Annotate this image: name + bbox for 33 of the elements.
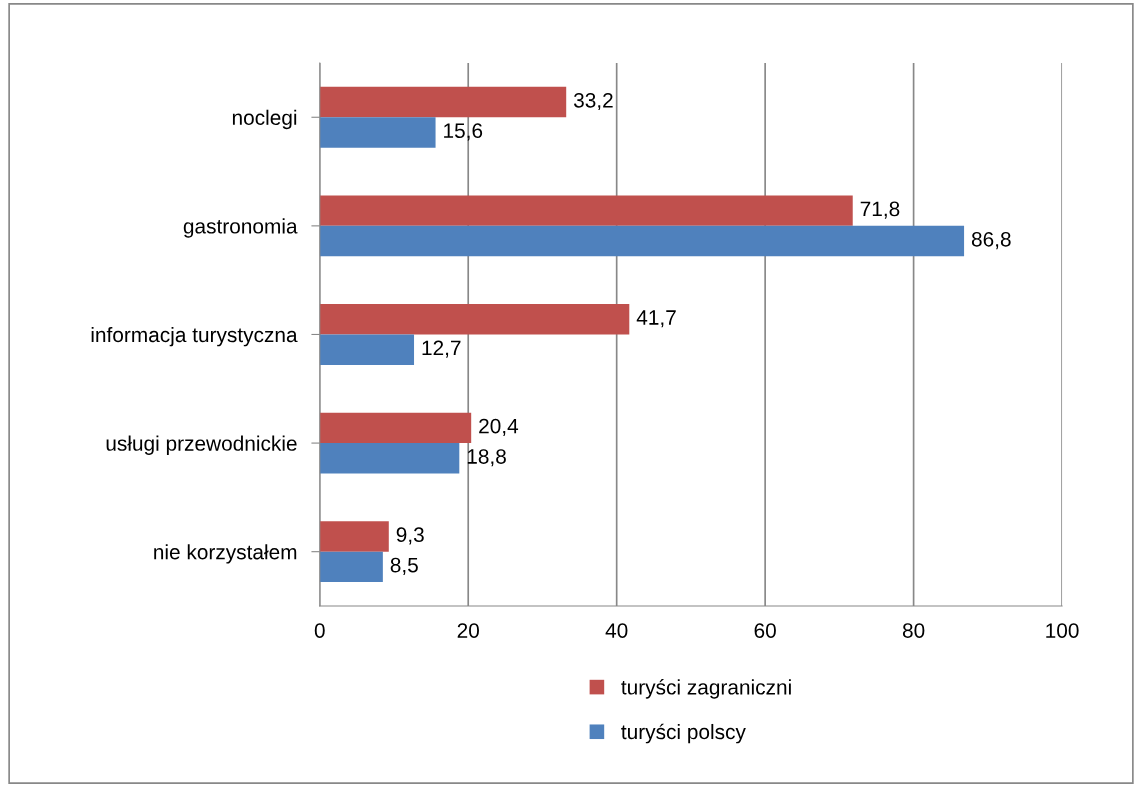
x-tick-label: 40 <box>605 623 628 638</box>
data-label: 41,7 <box>636 310 676 328</box>
bar <box>319 412 472 444</box>
data-label: 86,8 <box>971 231 1011 250</box>
x-tick-label: 100 <box>1046 623 1079 638</box>
legend-label: turyści zagraniczni <box>621 679 791 699</box>
bar <box>319 225 965 257</box>
x-tick-label: 20 <box>457 623 479 638</box>
bar <box>319 443 460 474</box>
x-tick-label: 0 <box>314 623 325 638</box>
y-tick-label: informacja turystyczna <box>91 326 298 347</box>
bar <box>319 521 389 552</box>
data-label: 20,4 <box>479 418 519 436</box>
legend-label: turyści polscy <box>621 723 746 744</box>
x-tick-label: 80 <box>902 623 925 638</box>
y-tick-label: noclegi <box>232 109 297 130</box>
data-label: 18,8 <box>467 449 506 467</box>
bar <box>319 304 630 335</box>
x-tick-label: 60 <box>754 623 776 638</box>
y-tick-label: usługi przewodnickie <box>106 435 297 455</box>
bar <box>319 334 415 365</box>
bar <box>319 195 853 226</box>
data-label: 12,7 <box>422 340 461 358</box>
data-label: 8,5 <box>390 557 418 575</box>
bar <box>319 86 567 118</box>
data-label: 33,2 <box>573 92 613 111</box>
bar <box>319 117 436 148</box>
data-label: 71,8 <box>860 201 900 219</box>
y-tick-label: nie korzystałem <box>154 544 297 564</box>
y-tick-label: gastronomia <box>183 218 298 238</box>
data-label: 15,6 <box>444 123 483 141</box>
bar <box>319 551 383 583</box>
data-label: 9,3 <box>396 527 424 545</box>
